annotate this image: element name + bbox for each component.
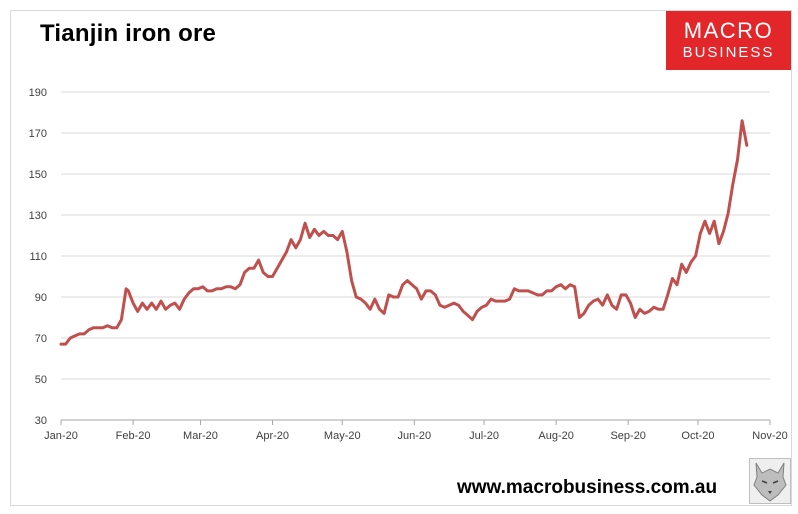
y-tick-label: 190: [29, 87, 47, 99]
series-line-0: [59, 119, 749, 346]
x-tick-label: May-20: [324, 430, 361, 442]
x-tick-label: Sep-20: [610, 430, 645, 442]
x-tick-label: Jun-20: [398, 430, 432, 442]
gridlines: [61, 91, 770, 380]
x-tick-label: Feb-20: [116, 430, 151, 442]
y-axis-tick-labels: 30 50 70 90 110 130 150 170 190: [29, 87, 47, 427]
macrobusiness-logo[interactable]: MACRO BUSINESS: [666, 11, 791, 70]
y-tick-label: 170: [29, 128, 47, 140]
y-tick-label: 30: [35, 415, 47, 427]
series-layer: [59, 119, 749, 346]
y-tick-label: 90: [35, 292, 47, 304]
website-url[interactable]: www.macrobusiness.com.au: [457, 477, 718, 498]
logo-line-1: MACRO: [683, 18, 774, 43]
y-tick-label: 50: [35, 374, 47, 386]
y-tick-label: 130: [29, 210, 47, 222]
x-tick-label: Aug-20: [538, 430, 573, 442]
y-tick-label: 110: [29, 251, 47, 263]
wolf-icon: [753, 462, 787, 502]
y-tick-label: 150: [29, 169, 47, 181]
wolf-logo: [749, 458, 791, 504]
x-tick-label: Apr-20: [256, 430, 289, 442]
x-tick-label: Jan-20: [44, 430, 78, 442]
y-tick-label: 70: [35, 333, 47, 345]
x-tick-label: Oct-20: [681, 430, 714, 442]
logo-line-2: BUSINESS: [682, 44, 775, 61]
x-tick-label: Nov-20: [752, 430, 787, 442]
chart-title: Tianjin iron ore: [40, 20, 217, 47]
chart-frame: [10, 10, 792, 506]
x-axis: Jan-20 Feb-20 Mar-20 Apr-20 May-20 Jun-20 Jul-…: [44, 419, 788, 442]
x-tick-label: Jul-20: [469, 430, 499, 442]
x-tick-label: Mar-20: [183, 430, 218, 442]
